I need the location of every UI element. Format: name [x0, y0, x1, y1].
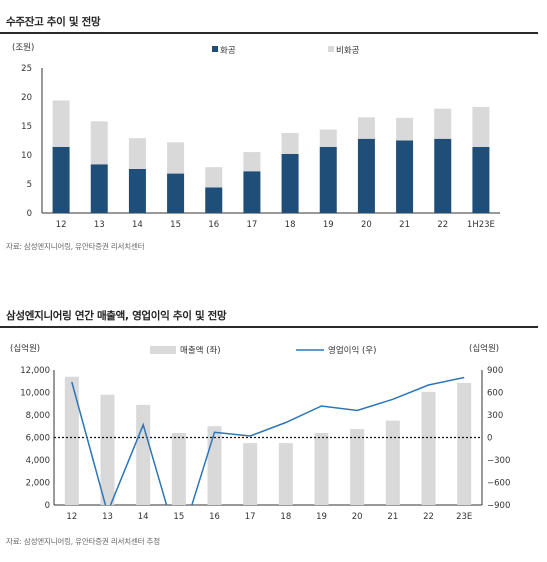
chart2-y2-tick-label: 300: [487, 411, 503, 421]
chart1-x-tick-label: 16: [208, 220, 219, 230]
chart1-bar-hwagong: [281, 153, 299, 213]
chart2-bar-sales: [350, 429, 365, 505]
chart1-bar-hwagong: [167, 173, 185, 213]
chart2-bar-sales: [136, 404, 151, 505]
chart2-y-tick-label: 0: [45, 501, 50, 511]
chart1-bar-bihwagong: [281, 132, 299, 154]
chart1-x-tick-label: 19: [323, 220, 334, 230]
chart1-legend-label-bihwagong: 비화공: [336, 46, 360, 56]
chart2-x-tick-label: 14: [138, 512, 149, 522]
chart2-bar-sales: [385, 420, 400, 505]
chart2-x-tick-label: 18: [280, 512, 291, 522]
chart2-x-tick-label: 13: [102, 512, 113, 522]
chart2-top-rule: [0, 326, 538, 328]
chart2-bar-sales: [421, 391, 436, 505]
chart1-bar-bihwagong: [52, 100, 70, 147]
chart1-x-tick-label: 18: [285, 220, 296, 230]
chart1-bar-bihwagong: [167, 142, 185, 174]
chart2-x-tick-label: 15: [173, 512, 184, 522]
chart2-x-tick-label: 20: [352, 512, 363, 522]
chart1-x-tick-label: 21: [399, 220, 410, 230]
chart1-y-tick-label: 25: [21, 64, 32, 74]
chart1-x-tick-label: 15: [170, 220, 181, 230]
chart2-line-op: [71, 376, 465, 505]
chart2-legend-label-sales: 매출액 (좌): [180, 345, 221, 356]
chart1-svg: (조원) 화공 비화공 0 5 10 15 20 25 12 13 14 15 16 17 18 19 20 21 2…: [12, 43, 500, 230]
chart2-bar-sales: [243, 443, 258, 505]
chart1-bar-hwagong: [128, 168, 146, 213]
chart2-bar-sales: [314, 433, 329, 505]
chart2-x-tick-label: 22: [423, 512, 434, 522]
chart1-x-tick-label: 14: [132, 220, 143, 230]
chart1-x-tick-label: 22: [437, 220, 448, 230]
chart1-y-tick-label: 5: [27, 180, 32, 190]
chart2-bar-sales: [64, 376, 79, 505]
chart2-y2-tick-label: −300: [487, 456, 510, 466]
chart1-bar-hwagong: [472, 146, 490, 213]
chart2-y-tick-label: 10,000: [20, 389, 50, 399]
chart2-legend-swatch-sales: [150, 346, 176, 354]
chart1-bar-bihwagong: [472, 106, 490, 147]
chart1-y-tick-label: 0: [27, 209, 32, 219]
chart1-x-tick-label: 13: [94, 220, 105, 230]
chart1-y-axis-label: (조원): [12, 43, 34, 53]
chart1-title: 수주잔고 추이 및 전망: [6, 16, 101, 28]
chart1-legend-swatch-hwagong: [212, 46, 218, 52]
chart1-bar-hwagong: [319, 146, 337, 213]
chart2-y2-tick-label: −600: [487, 479, 510, 489]
chart2-y2-tick-label: 600: [487, 389, 503, 399]
chart1-top-rule: [0, 32, 538, 34]
chart2-y2-axis-label: (십억원): [469, 343, 499, 354]
chart2-source: 자료: 삼성엔지니어링, 유안타증권 리서치센터 추정: [6, 537, 160, 546]
chart2-bar-sales: [171, 433, 186, 505]
chart1-source: 자료: 삼성엔지니어링, 유안타증권 리서치센터: [6, 242, 145, 251]
chart2-y-axis-label: (십억원): [10, 343, 40, 354]
chart2-y-tick-label: 8,000: [26, 411, 50, 421]
chart2-y-tick-label: 2,000: [26, 479, 50, 489]
chart2-x-tick-label: 23E: [456, 512, 472, 522]
chart2-legend-label-op: 영업이익 (우): [328, 345, 376, 356]
chart1-bar-bihwagong: [205, 167, 223, 188]
chart1-bar-hwagong: [205, 187, 223, 213]
chart2-y-tick-label: 6,000: [26, 434, 50, 444]
chart2-bar-sales: [278, 443, 293, 505]
chart1-x-tick-label: 12: [56, 220, 67, 230]
chart1-x-tick-label: 20: [361, 220, 372, 230]
chart2-y-tick-label: 12,000: [20, 366, 50, 376]
chart1-bar-bihwagong: [319, 129, 337, 147]
chart1-x-tick-label: 17: [247, 220, 258, 230]
chart2-bar-sales: [100, 394, 115, 505]
chart1-bar-hwagong: [52, 146, 70, 213]
chart1-y-tick-label: 20: [21, 93, 32, 103]
chart2-x-tick-label: 19: [316, 512, 327, 522]
chart2-y2-tick-label: 0: [487, 434, 492, 444]
chart1-bar-bihwagong: [434, 108, 452, 139]
chart1-bar-bihwagong: [90, 121, 108, 165]
chart1-bar-hwagong: [396, 140, 414, 213]
chart1-legend-label-hwagong: 화공: [220, 46, 236, 56]
chart1-y-tick-label: 10: [21, 151, 32, 161]
chart1-bar-bihwagong: [243, 152, 261, 172]
chart1-bar-hwagong: [434, 138, 452, 213]
chart2-y-tick-label: 4,000: [26, 456, 50, 466]
chart2-svg: (십억원) (십억원) 매출액 (좌) 영업이익 (우) 0 2,000 4,000 6,00…: [10, 343, 510, 522]
chart2-x-tick-label: 21: [387, 512, 398, 522]
chart1-bar-hwagong: [357, 138, 375, 213]
chart1-bar-bihwagong: [128, 138, 146, 169]
chart1-bar-hwagong: [90, 164, 108, 213]
chart2-x-tick-label: 12: [66, 512, 77, 522]
chart1-y-tick-label: 15: [21, 122, 32, 132]
chart2-bar-sales: [457, 382, 472, 505]
chart1-bar-bihwagong: [396, 117, 414, 141]
chart2-y2-tick-label: −900: [487, 501, 510, 511]
chart1-bar-hwagong: [243, 171, 261, 213]
chart2-y2-tick-label: 900: [487, 366, 503, 376]
chart1-legend-swatch-bihwagong: [328, 46, 334, 52]
chart1-x-tick-label: 1H23E: [467, 220, 495, 230]
chart2-x-tick-label: 16: [209, 512, 220, 522]
chart2-title: 삼성엔지니어링 연간 매출액, 영업이익 추이 및 전망: [6, 310, 227, 322]
chart2-x-tick-label: 17: [245, 512, 256, 522]
chart1-bar-bihwagong: [357, 117, 375, 139]
